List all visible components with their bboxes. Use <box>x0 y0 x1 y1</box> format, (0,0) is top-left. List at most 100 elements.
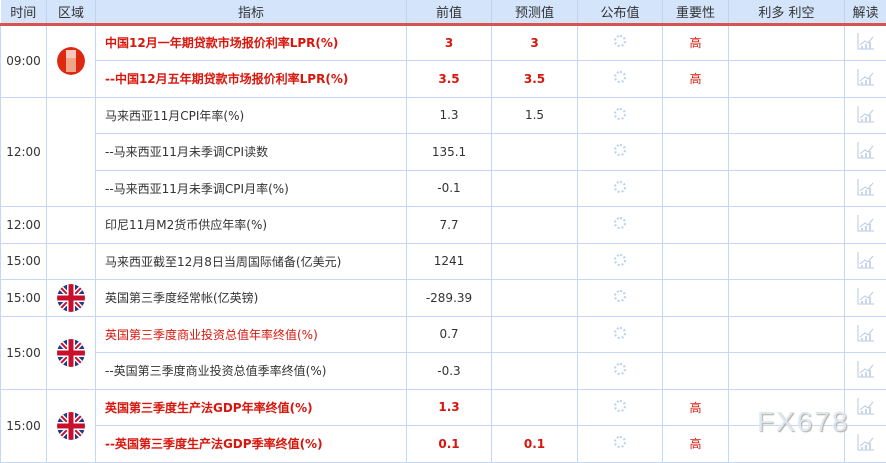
importance-cell <box>663 207 729 244</box>
region-cell <box>47 243 96 280</box>
chart-icon[interactable] <box>857 324 875 345</box>
indicator-cell[interactable]: 英国第三季度商业投资总值年率终值(%) <box>96 316 407 353</box>
uk-flag-icon <box>57 284 85 312</box>
analysis-button[interactable] <box>845 280 886 317</box>
chart-icon[interactable] <box>857 105 875 126</box>
forecast-value <box>492 389 578 426</box>
indicator-cell[interactable]: --英国第三季度生产法GDP季率终值(%) <box>96 426 407 463</box>
indicator-cell[interactable]: --马来西亚11月未季调CPI月率(%) <box>96 170 407 207</box>
indicator-cell[interactable]: 马来西亚截至12月8日当周国际储备(亿美元) <box>96 243 407 280</box>
analysis-button[interactable] <box>845 426 886 463</box>
previous-value: 3 <box>407 24 492 61</box>
previous-value: 0.1 <box>407 426 492 463</box>
analysis-button[interactable] <box>845 170 886 207</box>
previous-value: 1.3 <box>407 389 492 426</box>
analysis-button[interactable] <box>845 134 886 171</box>
header-indicator: 指标 <box>96 0 407 24</box>
previous-value: 1.3 <box>407 97 492 134</box>
table-row[interactable]: --英国第三季度商业投资总值季率终值(%)-0.3 <box>1 353 886 390</box>
uk-flag-icon <box>57 412 85 440</box>
chart-icon[interactable] <box>857 397 875 418</box>
indicator-cell[interactable]: 中国12月一年期贷款市场报价利率LPR(%) <box>96 24 407 61</box>
region-cell <box>47 316 96 389</box>
chart-icon[interactable] <box>857 251 875 272</box>
chart-icon[interactable] <box>857 141 875 162</box>
table-row[interactable]: 12:00 印尼11月M2货币供应年率(%)7.7 <box>1 207 886 244</box>
chart-icon[interactable] <box>857 287 875 308</box>
actual-value <box>578 97 663 134</box>
impact-cell <box>729 316 845 353</box>
previous-value: 7.7 <box>407 207 492 244</box>
previous-value: -289.39 <box>407 280 492 317</box>
importance-cell <box>663 97 729 134</box>
chart-icon[interactable] <box>857 433 875 454</box>
table-row[interactable]: 15:00 英国第三季度经常帐(亿英镑)-289.39 <box>1 280 886 317</box>
analysis-button[interactable] <box>845 207 886 244</box>
analysis-button[interactable] <box>845 353 886 390</box>
indicator-cell[interactable]: --马来西亚11月未季调CPI读数 <box>96 134 407 171</box>
loading-icon <box>614 327 626 339</box>
previous-value: 135.1 <box>407 134 492 171</box>
header-importance: 重要性 <box>663 0 729 24</box>
region-cell <box>47 24 96 97</box>
header-actual: 公布值 <box>578 0 663 24</box>
forecast-value <box>492 207 578 244</box>
analysis-button[interactable] <box>845 24 886 61</box>
impact-cell <box>729 280 845 317</box>
importance-cell: 高 <box>663 426 729 463</box>
impact-cell <box>729 243 845 280</box>
time-cell: 12:00 <box>1 207 47 244</box>
indicator-cell[interactable]: 印尼11月M2货币供应年率(%) <box>96 207 407 244</box>
loading-icon <box>614 290 626 302</box>
time-cell: 15:00 <box>1 316 47 389</box>
analysis-button[interactable] <box>845 243 886 280</box>
importance-cell: 高 <box>663 389 729 426</box>
indicator-cell[interactable]: 英国第三季度经常帐(亿英镑) <box>96 280 407 317</box>
forecast-value <box>492 280 578 317</box>
analysis-button[interactable] <box>845 61 886 98</box>
actual-value <box>578 207 663 244</box>
uk-flag-icon <box>57 339 85 367</box>
china-flag-icon <box>57 47 85 75</box>
previous-value: 3.5 <box>407 61 492 98</box>
indicator-cell[interactable]: --中国12月五年期贷款市场报价利率LPR(%) <box>96 61 407 98</box>
indicator-cell[interactable]: 英国第三季度生产法GDP年率终值(%) <box>96 389 407 426</box>
previous-value: -0.1 <box>407 170 492 207</box>
actual-value <box>578 389 663 426</box>
indicator-cell[interactable]: --英国第三季度商业投资总值季率终值(%) <box>96 353 407 390</box>
importance-cell <box>663 316 729 353</box>
indicator-cell[interactable]: 马来西亚11月CPI年率(%) <box>96 97 407 134</box>
impact-cell <box>729 97 845 134</box>
chart-icon[interactable] <box>857 360 875 381</box>
chart-icon[interactable] <box>857 178 875 199</box>
analysis-button[interactable] <box>845 97 886 134</box>
time-cell: 15:00 <box>1 243 47 280</box>
chart-icon[interactable] <box>857 68 875 89</box>
actual-value <box>578 170 663 207</box>
actual-value <box>578 426 663 463</box>
impact-cell <box>729 353 845 390</box>
actual-value <box>578 61 663 98</box>
forecast-value: 0.1 <box>492 426 578 463</box>
analysis-button[interactable] <box>845 389 886 426</box>
actual-value <box>578 280 663 317</box>
header-impact: 利多 利空 <box>729 0 845 24</box>
time-cell: 15:00 <box>1 280 47 317</box>
time-cell: 09:00 <box>1 24 47 97</box>
analysis-button[interactable] <box>845 316 886 353</box>
table-row[interactable]: --马来西亚11月未季调CPI月率(%)-0.1 <box>1 170 886 207</box>
chart-icon[interactable] <box>857 214 875 235</box>
importance-cell <box>663 243 729 280</box>
chart-icon[interactable] <box>857 32 875 53</box>
header-analysis: 解读 <box>845 0 886 24</box>
forecast-value <box>492 353 578 390</box>
